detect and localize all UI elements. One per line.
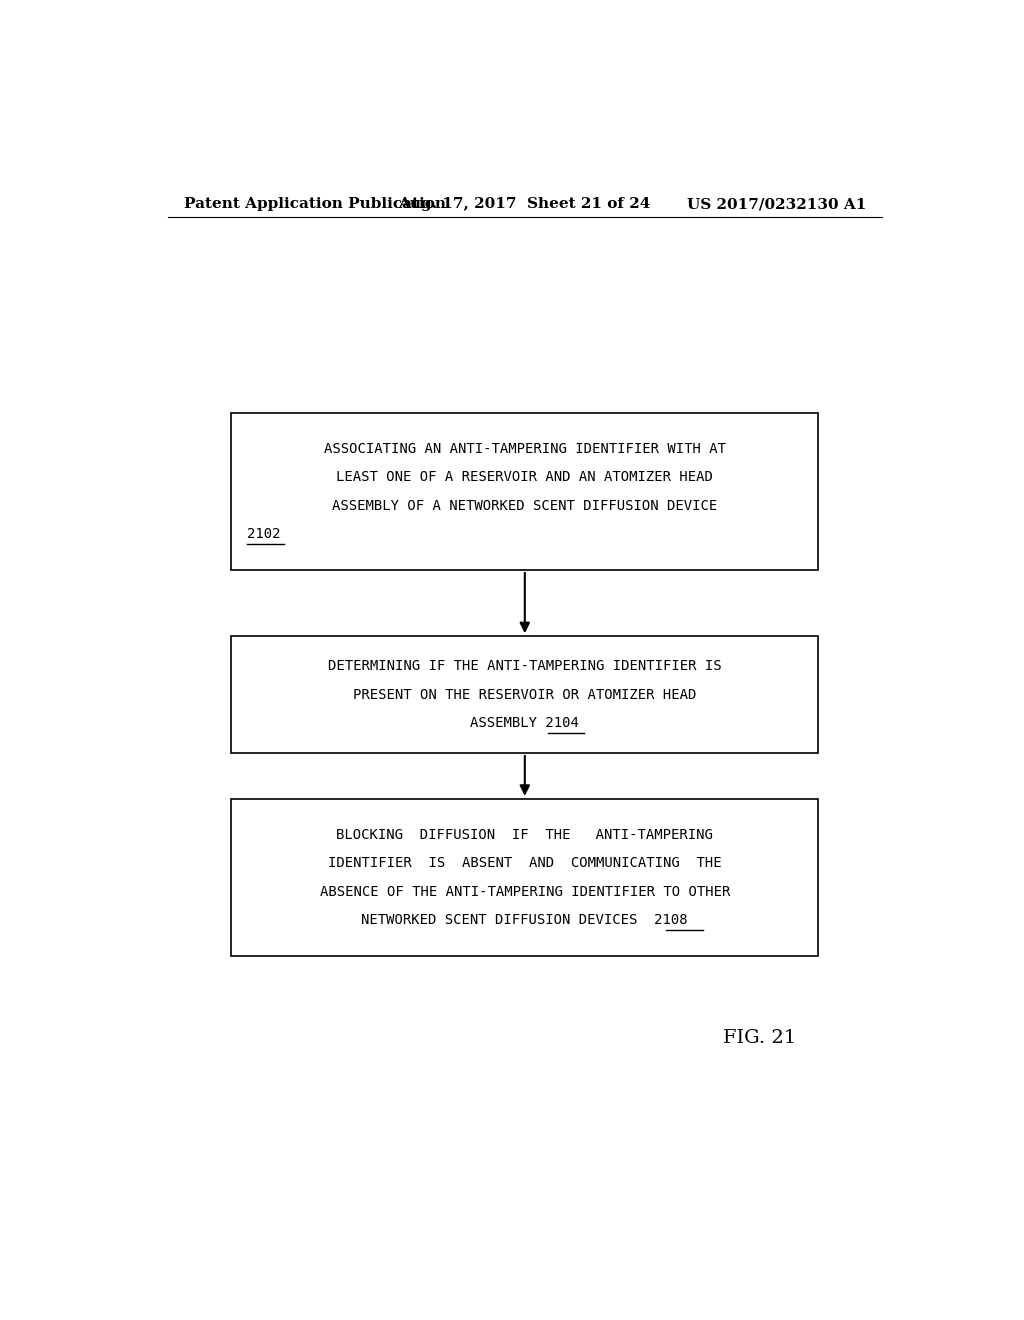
Text: ABSENCE OF THE ANTI-TAMPERING IDENTIFIER TO OTHER: ABSENCE OF THE ANTI-TAMPERING IDENTIFIER…: [319, 884, 730, 899]
Text: ASSEMBLY OF A NETWORKED SCENT DIFFUSION DEVICE: ASSEMBLY OF A NETWORKED SCENT DIFFUSION …: [332, 499, 718, 512]
Text: NETWORKED SCENT DIFFUSION DEVICES  2108: NETWORKED SCENT DIFFUSION DEVICES 2108: [361, 913, 688, 927]
Text: US 2017/0232130 A1: US 2017/0232130 A1: [687, 197, 866, 211]
Text: ASSOCIATING AN ANTI-TAMPERING IDENTIFIER WITH AT: ASSOCIATING AN ANTI-TAMPERING IDENTIFIER…: [324, 442, 726, 455]
FancyBboxPatch shape: [231, 799, 818, 956]
Text: PRESENT ON THE RESERVOIR OR ATOMIZER HEAD: PRESENT ON THE RESERVOIR OR ATOMIZER HEA…: [353, 688, 696, 701]
Text: 2102: 2102: [247, 527, 281, 541]
FancyBboxPatch shape: [231, 412, 818, 570]
Text: DETERMINING IF THE ANTI-TAMPERING IDENTIFIER IS: DETERMINING IF THE ANTI-TAMPERING IDENTI…: [328, 659, 722, 673]
Text: BLOCKING  DIFFUSION  IF  THE   ANTI-TAMPERING: BLOCKING DIFFUSION IF THE ANTI-TAMPERING: [336, 828, 714, 842]
FancyBboxPatch shape: [231, 636, 818, 752]
Text: Aug. 17, 2017  Sheet 21 of 24: Aug. 17, 2017 Sheet 21 of 24: [398, 197, 651, 211]
Text: FIG. 21: FIG. 21: [723, 1028, 797, 1047]
Text: LEAST ONE OF A RESERVOIR AND AN ATOMIZER HEAD: LEAST ONE OF A RESERVOIR AND AN ATOMIZER…: [336, 470, 714, 484]
Text: IDENTIFIER  IS  ABSENT  AND  COMMUNICATING  THE: IDENTIFIER IS ABSENT AND COMMUNICATING T…: [328, 857, 722, 870]
Text: Patent Application Publication: Patent Application Publication: [183, 197, 445, 211]
Text: ASSEMBLY 2104: ASSEMBLY 2104: [470, 715, 580, 730]
